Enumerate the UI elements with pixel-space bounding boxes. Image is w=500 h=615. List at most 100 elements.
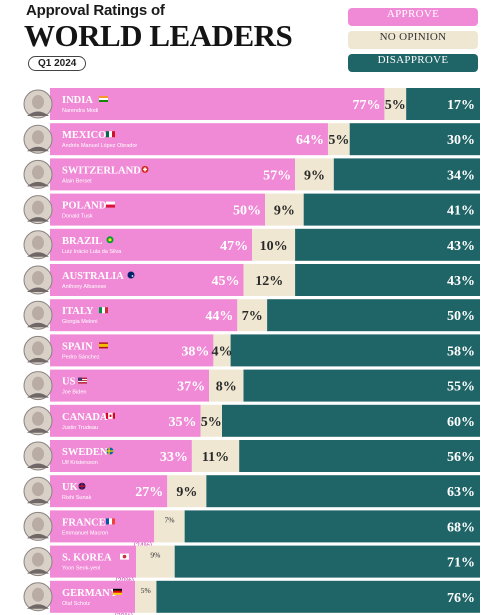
bar-disapprove xyxy=(303,193,480,226)
bar-disapprove xyxy=(206,475,480,508)
leader-avatar-shoulders xyxy=(27,498,49,504)
leader-name: Alain Berset xyxy=(62,178,92,184)
disapprove-value: 43% xyxy=(447,274,475,289)
legend-disapprove: DISAPPROVE xyxy=(348,54,478,72)
canada-flag-icon-part xyxy=(106,412,109,419)
bar-row-sweden: SWEDEN Ulf Kristersson 33% 11% 56% xyxy=(23,440,480,472)
bar-disapprove xyxy=(174,545,480,578)
india-flag-icon xyxy=(99,96,108,102)
australia-flag-icon-part xyxy=(127,271,135,279)
disapprove-value: 43% xyxy=(447,239,475,254)
approve-value: 38% xyxy=(181,344,209,359)
approve-value: 50% xyxy=(233,204,261,219)
approve-value: (20%) xyxy=(114,613,133,615)
bar-row-australia: AUSTRALIA Anthony Albanese 45% 12% 43% xyxy=(23,264,480,296)
bar-no-opinion xyxy=(265,193,304,226)
disapprove-value: 63% xyxy=(447,485,475,500)
bar-no-opinion xyxy=(167,475,207,508)
bar-row-uk: UK Rishi Sunak 27% 9% 63% xyxy=(23,475,480,508)
no-opinion-value: 4% xyxy=(212,344,233,359)
bar-approve xyxy=(50,440,192,472)
disapprove-value: 34% xyxy=(447,168,475,183)
leader-avatar-face xyxy=(32,482,44,497)
no-opinion-value: 9% xyxy=(274,204,295,219)
chart-subtitle: Approval Ratings of xyxy=(26,2,165,19)
leader-name: Giorgia Meloni xyxy=(62,319,97,325)
no-opinion-value: 9% xyxy=(304,168,325,183)
no-opinion-value: 5% xyxy=(328,133,349,148)
us-flag-icon-part xyxy=(78,377,87,384)
disapprove-value: 76% xyxy=(447,591,475,606)
bar-approve xyxy=(50,510,155,543)
leader-avatar-shoulders xyxy=(27,322,49,328)
leader-name: Joe Biden xyxy=(62,390,86,396)
poland-flag-icon-part xyxy=(106,201,115,205)
germany-flag-icon xyxy=(113,588,122,595)
country-label: SWITZERLAND xyxy=(62,165,141,176)
no-opinion-value: 5% xyxy=(201,415,222,430)
leader-avatar-shoulders xyxy=(27,146,49,152)
bar-no-opinion xyxy=(209,369,244,402)
mexico-flag-icon-part xyxy=(112,131,115,138)
uk-flag-icon-part xyxy=(78,485,86,487)
france-flag-icon-part xyxy=(109,518,112,525)
bar-approve xyxy=(50,299,238,332)
no-opinion-value: 9% xyxy=(150,551,160,560)
approve-value: 27% xyxy=(135,485,163,500)
disapprove-value: 60% xyxy=(447,415,475,430)
leader-avatar-face xyxy=(32,587,44,602)
italy-flag-icon-part xyxy=(102,307,105,314)
disapprove-value: 56% xyxy=(447,450,475,465)
approve-value: 33% xyxy=(160,450,188,465)
switzerland-flag-icon xyxy=(141,165,149,173)
australia-flag-icon-part xyxy=(131,275,134,277)
approve-value: 57% xyxy=(263,168,291,183)
no-opinion-value: 5% xyxy=(385,98,406,113)
bar-disapprove xyxy=(295,228,480,261)
bar-no-opinion xyxy=(295,158,334,191)
south-korea-flag-icon xyxy=(120,553,129,560)
bar-approve xyxy=(50,158,296,191)
spain-flag-icon-part xyxy=(99,343,108,347)
france-flag-icon-part xyxy=(112,518,115,525)
bar-approve xyxy=(50,228,253,261)
disapprove-value: 41% xyxy=(447,204,475,219)
country-label: US xyxy=(62,377,76,388)
country-label: SPAIN xyxy=(62,341,93,352)
bar-no-opinion xyxy=(191,440,240,472)
sweden-flag-icon-part xyxy=(106,450,114,452)
no-opinion-value: 5% xyxy=(141,586,151,595)
approve-value: 47% xyxy=(220,239,248,254)
leader-name: Pedro Sánchez xyxy=(62,354,100,360)
uk-flag-icon xyxy=(78,482,86,490)
leader-avatar-shoulders xyxy=(27,428,49,433)
bar-no-opinion xyxy=(237,299,268,332)
leader-name: Olaf Scholz xyxy=(62,601,90,607)
bar-no-opinion xyxy=(135,580,157,613)
bar-row-us: US Joe Biden 37% 8% 55% xyxy=(23,369,480,402)
disapprove-value: 58% xyxy=(447,344,475,359)
country-label: SWEDEN xyxy=(62,447,108,458)
mexico-flag-icon-part xyxy=(106,131,109,138)
approve-value: 44% xyxy=(205,309,233,324)
period-badge: Q1 2024 xyxy=(28,56,87,71)
country-label: ITALY xyxy=(62,306,94,317)
bar-no-opinion xyxy=(154,510,185,543)
bar-disapprove xyxy=(156,580,480,613)
leader-avatar-shoulders xyxy=(27,252,49,257)
bar-disapprove xyxy=(349,123,480,156)
spain-flag-icon xyxy=(99,342,108,349)
bar-row-mexico: MEXICO Andrés Manuel López Obrador 64% 5% 30… xyxy=(23,123,480,156)
bar-disapprove xyxy=(184,510,480,543)
italy-flag-icon xyxy=(99,307,108,314)
us-flag-icon-part xyxy=(78,381,87,383)
brazil-flag-icon xyxy=(106,236,114,244)
leader-avatar-face xyxy=(32,235,44,250)
india-flag-icon-part xyxy=(99,100,108,102)
country-label: INDIA xyxy=(62,95,93,106)
canada-flag-icon xyxy=(106,412,115,419)
canada-flag-icon-part xyxy=(112,412,115,419)
bar-no-opinion xyxy=(213,334,231,367)
no-opinion-value: 12% xyxy=(255,274,283,289)
